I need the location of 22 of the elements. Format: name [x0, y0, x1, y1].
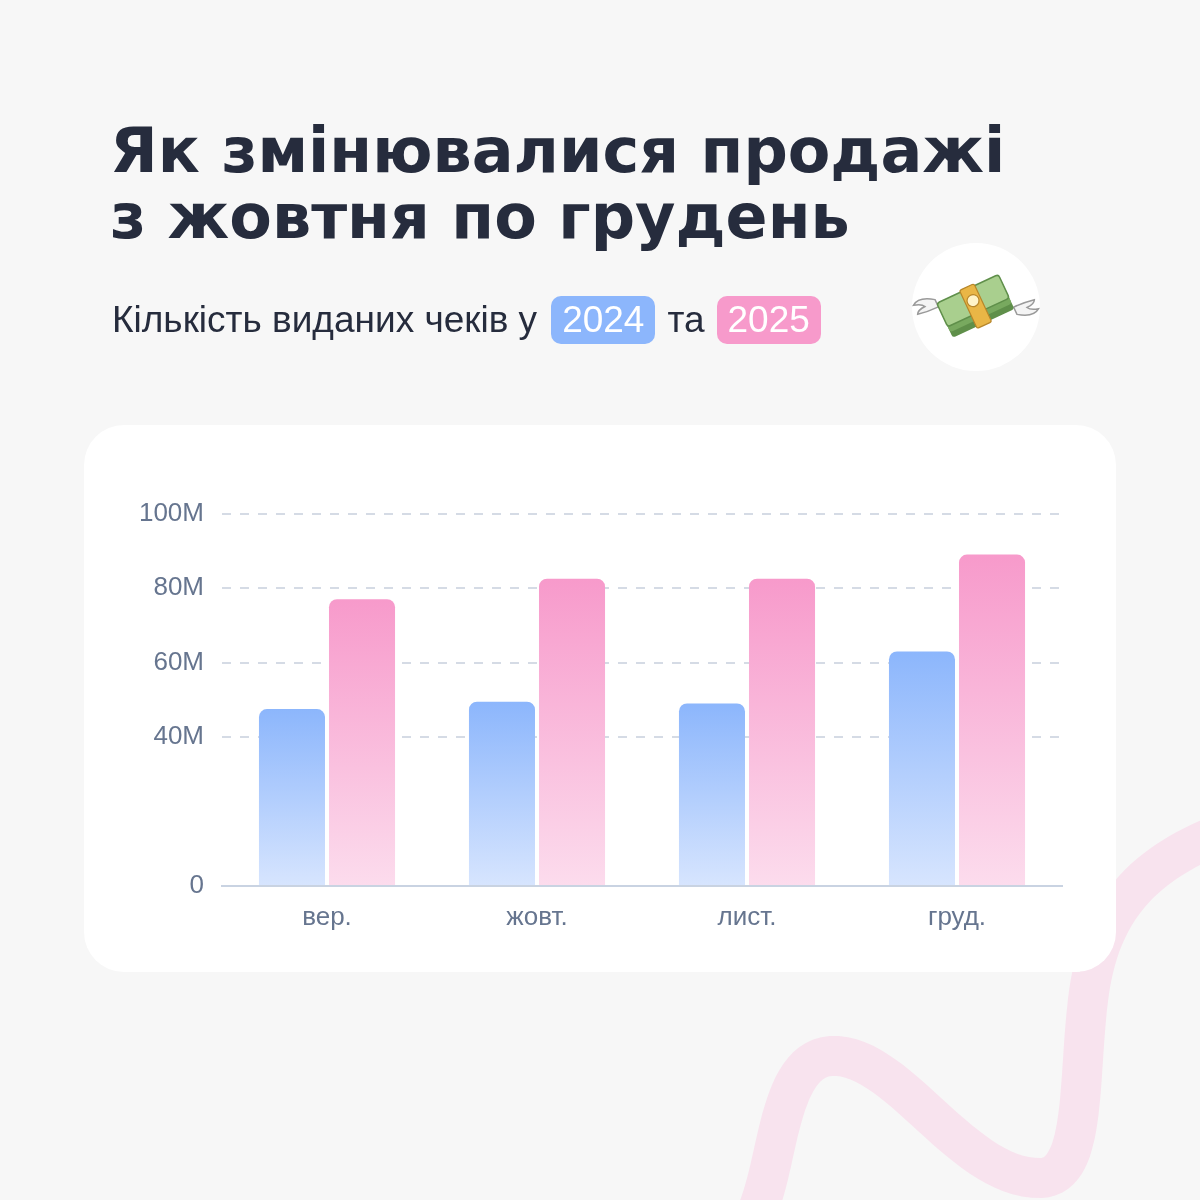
y-tick-label: 40M — [153, 720, 204, 751]
chart-title: Як змінювалися продажі з жовтня по грудень — [110, 114, 1007, 253]
x-tick-label: лист. — [717, 900, 777, 931]
bar — [678, 703, 745, 885]
bar — [258, 709, 325, 885]
bar — [888, 651, 955, 885]
chart-subtitle: Кількість виданих чеків у — [112, 299, 538, 341]
y-tick-label: 0 — [189, 869, 204, 900]
bar — [539, 578, 606, 885]
x-tick-label: вер. — [302, 900, 352, 931]
x-tick-label: груд. — [927, 900, 987, 931]
y-tick-label: 100M — [138, 496, 204, 527]
text: та — [667, 299, 705, 341]
y-tick-label: 80M — [153, 571, 204, 602]
text: 2025 — [716, 296, 821, 344]
bar — [468, 701, 535, 885]
bar — [749, 578, 816, 885]
x-tick-label: жовт. — [506, 900, 568, 931]
bar — [959, 554, 1026, 885]
bar — [329, 599, 396, 885]
y-tick-label: 60M — [153, 645, 204, 676]
text: 2024 — [551, 296, 656, 344]
